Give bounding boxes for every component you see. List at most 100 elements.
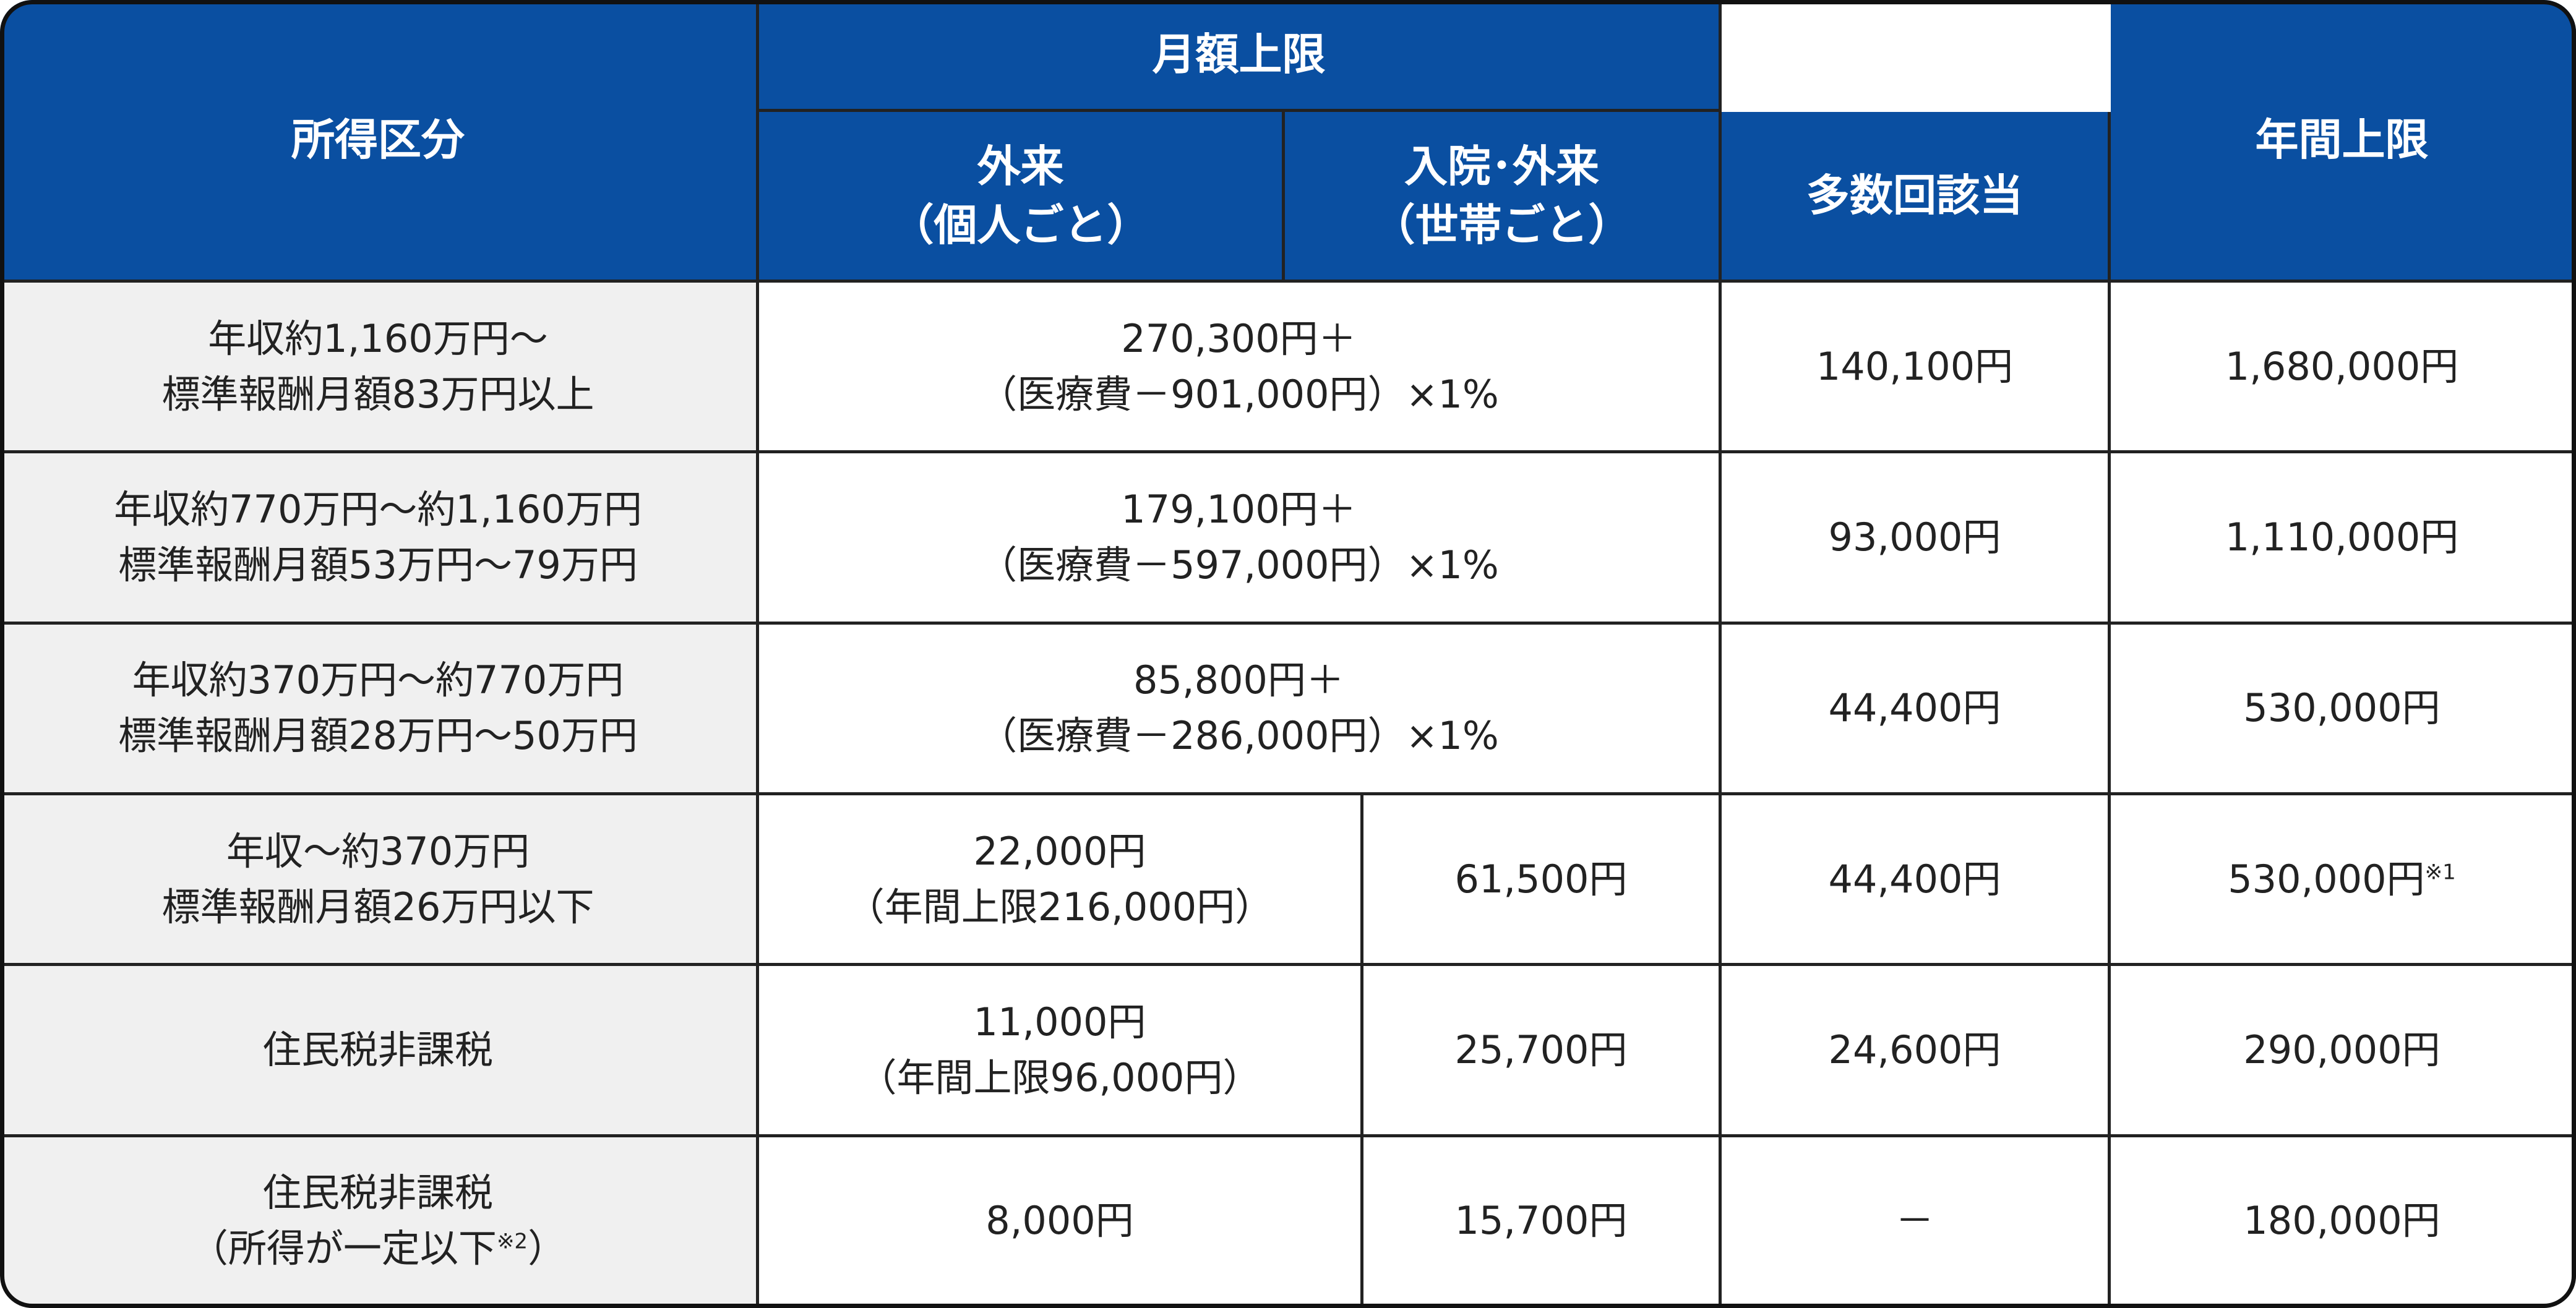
cell-line: 年収約770万円～約1,160万円 — [114, 482, 642, 537]
multiple-cell: 93,000円 — [1722, 453, 2111, 625]
limit-cell: 85,800円＋ （医療費－286,000円）×1% — [759, 624, 1722, 795]
cell-line: 年収約1,160万円～ — [208, 311, 548, 367]
text: 標準報酬月額28万円～50万円 — [118, 713, 638, 759]
income-cell: 年収～約370万円標準報酬月額26万円以下 — [0, 795, 759, 967]
text: （医療費－286,000円）×1% — [979, 713, 1499, 759]
text: 標準報酬月額26万円以下 — [161, 884, 595, 930]
cell-line: 年収～約370万円 — [226, 824, 530, 879]
text: （所得が一定以下 — [189, 1226, 497, 1272]
text: 140,100円 — [1816, 343, 2014, 389]
text: 外来 — [977, 141, 1064, 192]
cell-line: 1,680,000円 — [2225, 339, 2459, 395]
header-cell: 年間上限 — [2111, 0, 2576, 283]
cell-line: （世帯ごと） — [1372, 196, 1632, 255]
text: 11,000円 — [973, 999, 1146, 1045]
text: 標準報酬月額53万円～79万円 — [118, 542, 638, 588]
cell-line: （医療費－901,000円）×1% — [979, 367, 1499, 422]
cell-line: 外来 — [977, 137, 1064, 196]
income-cell: 年収約770万円～約1,160万円 標準報酬月額53万円～79万円 — [0, 453, 759, 625]
text: 290,000円 — [2243, 1027, 2441, 1073]
cell-line: 標準報酬月額83万円以上 — [162, 367, 595, 422]
annual-cell: 180,000円 — [2111, 1137, 2576, 1308]
cell-line: 180,000円 — [2243, 1193, 2440, 1249]
multiple-cell: 24,600円 — [1722, 966, 2111, 1137]
cell-line: 179,100円＋ — [1121, 482, 1356, 537]
text: 年収約370万円～約770万円 — [132, 657, 624, 703]
cell-line: 住民税非課税 — [263, 1165, 493, 1221]
cell-line: 標準報酬月額53万円～79万円 — [118, 537, 638, 593]
text: （医療費－901,000円）×1% — [979, 371, 1499, 417]
text: 15,700円 — [1454, 1198, 1628, 1244]
text: 530,000円 — [2243, 685, 2441, 731]
cell-line: 22,000円 — [974, 824, 1146, 879]
outpatient-cell: 8,000円 — [759, 1137, 1363, 1308]
cell-line: （個人ごと） — [891, 196, 1151, 255]
cell-line: 住民税非課税 — [263, 1022, 493, 1078]
header-cell: 月額上限 — [759, 0, 1722, 112]
cell-line: 530,000円※1 — [2228, 852, 2456, 907]
cell-line: 標準報酬月額26万円以下 — [162, 879, 595, 935]
text: （個人ごと） — [890, 199, 1151, 250]
text: 住民税非課税 — [262, 1170, 493, 1216]
header-text: 所得区分 — [291, 114, 465, 165]
text: 44,400円 — [1828, 685, 2001, 731]
header-text: 年間上限 — [2255, 114, 2429, 165]
text: 44,400円 — [1828, 856, 2001, 902]
text: 1,110,000円 — [2225, 515, 2459, 560]
text: 入院･外来 — [1404, 141, 1599, 192]
text: 270,300円＋ — [1121, 315, 1357, 361]
multiple-cell: 44,400円 — [1722, 624, 2111, 795]
multiple-cell: 44,400円 — [1722, 795, 2111, 967]
text: 25,700円 — [1454, 1027, 1628, 1073]
cell-line: 530,000円 — [2243, 680, 2440, 736]
footnote-mark: ※2 — [496, 1229, 528, 1254]
inpatient-cell: 15,700円 — [1363, 1137, 1722, 1308]
text: 年収約1,160万円～ — [208, 315, 548, 361]
cell-line: 8,000円 — [985, 1193, 1134, 1249]
limit-cell: 179,100円＋ （医療費－597,000円）×1% — [759, 453, 1722, 625]
header-text: 多数回該当 — [1806, 170, 2023, 221]
cell-line: 270,300円＋ — [1121, 311, 1356, 367]
outpatient-cell: 22,000円 （年間上限216,000円） — [759, 795, 1363, 967]
text: （医療費－597,000円）×1% — [979, 542, 1499, 588]
annual-cell: 530,000円※1 — [2111, 795, 2576, 967]
text: 年収約770万円～約1,160万円 — [114, 487, 642, 532]
multiple-cell: 140,100円 — [1722, 283, 2111, 454]
footnote-mark: ※1 — [2424, 860, 2456, 885]
text: 24,600円 — [1828, 1027, 2001, 1073]
text: 93,000円 — [1828, 515, 2001, 560]
cell-line: 年収約370万円～約770万円 — [132, 652, 624, 708]
text: ） — [528, 1226, 567, 1272]
text: （世帯ごと） — [1372, 199, 1632, 250]
text: 61,500円 — [1454, 856, 1628, 902]
cell-line: 標準報酬月額28万円～50万円 — [118, 708, 638, 764]
cell-line: （医療費－286,000円）×1% — [979, 708, 1499, 764]
text: 8,000円 — [985, 1198, 1134, 1244]
multiple-cell: － — [1722, 1137, 2111, 1308]
text: 1,680,000円 — [2225, 343, 2459, 389]
annual-cell: 1,110,000円 — [2111, 453, 2576, 625]
text: 180,000円 — [2243, 1198, 2441, 1244]
header-cell: 外来 （個人ごと） — [759, 112, 1285, 283]
income-cell: 住民税非課税 （所得が一定以下※2） — [0, 1137, 759, 1308]
text: （年間上限96,000円） — [858, 1054, 1261, 1100]
income-cell: 住民税非課税 — [0, 966, 759, 1137]
cell-line: （医療費－597,000円）×1% — [979, 537, 1499, 593]
header-text: 月額上限 — [1152, 28, 1326, 80]
text: 住民税非課税 — [262, 1027, 493, 1073]
text: 年収～約370万円 — [226, 828, 530, 874]
text: 85,800円＋ — [1133, 657, 1344, 703]
cell-line: 11,000円 — [974, 994, 1146, 1050]
annual-cell: 530,000円 — [2111, 624, 2576, 795]
cell-line: （所得が一定以下※2） — [190, 1221, 566, 1276]
text: 179,100円＋ — [1121, 487, 1357, 532]
header-cell: 所得区分 — [0, 0, 759, 283]
header-cell: 入院･外来 （世帯ごと） — [1285, 112, 1722, 283]
header-cell: 多数回該当 — [1722, 112, 2111, 283]
annual-cell: 1,680,000円 — [2111, 283, 2576, 454]
limit-cell: 270,300円＋ （医療費－901,000円）×1% — [759, 283, 1722, 454]
inpatient-cell: 25,700円 — [1363, 966, 1722, 1137]
inpatient-cell: 61,500円 — [1363, 795, 1722, 967]
annual-cell: 290,000円 — [2111, 966, 2576, 1137]
